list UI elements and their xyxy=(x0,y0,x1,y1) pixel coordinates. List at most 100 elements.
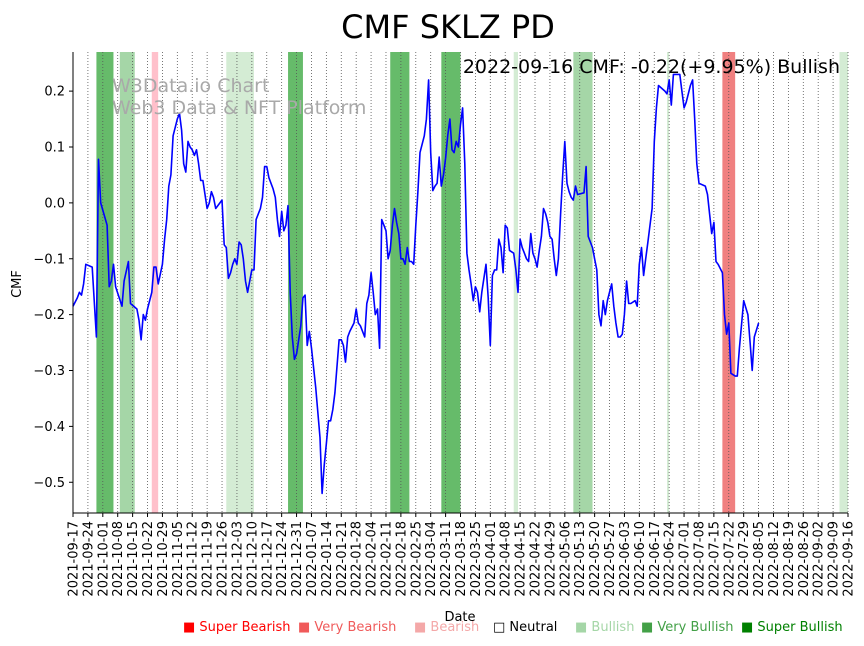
x-tick-label: 2022-09-16 xyxy=(842,521,857,597)
x-tick-label: 2022-04-08 xyxy=(499,521,514,597)
x-tick-label: 2022-05-27 xyxy=(603,521,618,597)
x-tick-label: 2022-04-01 xyxy=(484,521,499,597)
x-tick-label: 2022-07-22 xyxy=(722,521,737,597)
x-ticks: 2021-09-17 2021-09-24 2021-10-01 2021-10-08… xyxy=(67,513,857,597)
x-tick-label: 2021-09-17 xyxy=(67,521,82,597)
x-tick-label: 2021-12-17 xyxy=(260,521,275,597)
vertical-gridlines xyxy=(72,52,849,513)
band-1 xyxy=(119,52,135,513)
x-tick-label: 2022-04-15 xyxy=(514,521,529,597)
legend-item-bullish: ■ Bullish xyxy=(575,620,634,635)
x-tick-label: 2022-03-25 xyxy=(469,521,484,597)
watermark-line-1: W3Data.io Chart xyxy=(112,75,269,97)
x-tick-label: 2022-03-11 xyxy=(439,521,454,597)
x-tick-label: 2022-02-18 xyxy=(394,521,409,597)
x-tick-label: 2021-11-19 xyxy=(201,521,216,597)
legend-marker: ■ xyxy=(741,620,758,635)
y-tick-label: −0.5 xyxy=(33,476,65,491)
x-tick-label: 2022-09-02 xyxy=(812,521,827,597)
x-tick-label: 2021-11-26 xyxy=(216,521,231,597)
x-tick-label: 2022-02-25 xyxy=(409,521,424,597)
legend-item-very-bullish: ■ Very Bullish xyxy=(641,620,733,635)
band-0 xyxy=(96,52,114,513)
x-tick-label: 2022-08-12 xyxy=(767,521,782,597)
signal-bands xyxy=(96,52,848,513)
x-tick-label: 2022-04-22 xyxy=(529,521,544,597)
legend-label: Very Bearish xyxy=(314,620,397,635)
band-9 xyxy=(667,52,670,513)
x-tick-label: 2022-01-07 xyxy=(305,521,320,597)
x-tick-label: 2021-09-24 xyxy=(81,521,96,597)
legend-label: Super Bearish xyxy=(199,620,291,635)
band-11 xyxy=(839,52,848,513)
x-tick-label: 2021-10-01 xyxy=(96,521,111,597)
y-axis-label: CMF xyxy=(10,270,25,298)
y-tick-label: −0.2 xyxy=(33,308,65,323)
legend-item-very-bearish: ■ Very Bearish xyxy=(298,620,396,635)
x-tick-label: 2021-12-10 xyxy=(245,521,260,597)
y-tick-label: 0.1 xyxy=(44,140,65,155)
band-2 xyxy=(151,52,159,513)
y-tick-label: 0.2 xyxy=(44,85,65,100)
x-tick-label: 2022-01-14 xyxy=(320,521,335,597)
legend: ■ Super Bearish ■ Very Bearish ■ Bearish □ … xyxy=(0,620,864,640)
x-tick-label: 2022-04-29 xyxy=(543,521,558,597)
x-tick-label: 2022-03-18 xyxy=(454,521,469,597)
band-8 xyxy=(573,52,593,513)
band-5 xyxy=(390,52,410,513)
legend-label: Super Bullish xyxy=(757,620,843,635)
legend-marker: ■ xyxy=(641,620,658,635)
legend-item-super-bullish: ■ Super Bullish xyxy=(741,620,843,635)
x-tick-label: 2022-08-26 xyxy=(797,521,812,597)
x-tick-label: 2021-10-15 xyxy=(126,521,141,597)
band-7 xyxy=(513,52,518,513)
x-tick-label: 2022-05-06 xyxy=(558,521,573,597)
legend-marker: ■ xyxy=(298,620,315,635)
x-tick-label: 2022-02-11 xyxy=(379,521,394,597)
x-tick-label: 2022-01-28 xyxy=(350,521,365,597)
y-tick-label: 0.0 xyxy=(44,196,65,211)
x-tick-label: 2022-06-10 xyxy=(633,521,648,597)
x-tick-label: 2022-06-03 xyxy=(618,521,633,597)
x-tick-label: 2021-10-22 xyxy=(141,521,156,597)
x-tick-label: 2022-09-09 xyxy=(827,521,842,597)
legend-label: Bearish xyxy=(430,620,480,635)
series-line-cmf xyxy=(72,73,760,495)
legend-label: Bullish xyxy=(591,620,635,635)
x-tick-label: 2021-10-29 xyxy=(156,521,171,597)
band-4 xyxy=(288,52,303,513)
legend-item-super-bearish: ■ Super Bearish xyxy=(183,620,291,635)
band-6 xyxy=(441,52,461,513)
x-tick-label: 2021-12-03 xyxy=(230,521,245,597)
x-axis-label: Date xyxy=(444,610,475,625)
y-tick-label: −0.4 xyxy=(33,420,65,435)
legend-label: Very Bullish xyxy=(657,620,734,635)
x-tick-label: 2022-07-08 xyxy=(692,521,707,597)
x-tick-label: 2022-05-13 xyxy=(573,521,588,597)
x-tick-label: 2021-11-05 xyxy=(171,521,186,597)
x-tick-label: 2021-11-12 xyxy=(186,521,201,597)
x-tick-label: 2022-02-04 xyxy=(365,521,380,597)
legend-marker: ■ xyxy=(183,620,200,635)
x-tick-label: 2022-06-17 xyxy=(648,521,663,597)
legend-marker: ■ xyxy=(575,620,592,635)
x-tick-label: 2022-07-01 xyxy=(678,521,693,597)
x-tick-label: 2022-01-21 xyxy=(335,521,350,597)
band-10 xyxy=(722,52,736,513)
x-tick-label: 2021-10-08 xyxy=(111,521,126,597)
legend-marker: □ xyxy=(493,620,510,635)
x-tick-label: 2022-07-15 xyxy=(707,521,722,597)
legend-item-neutral: □ Neutral xyxy=(493,620,557,635)
y-tick-label: −0.1 xyxy=(33,252,65,267)
x-tick-label: 2022-05-20 xyxy=(588,521,603,597)
x-tick-label: 2022-03-04 xyxy=(424,521,439,597)
y-ticks: 0.2 0.1 0.0 −0.1 −0.2 −0.3 −0.4 −0.5 xyxy=(33,85,73,491)
legend-item-bearish: ■ Bearish xyxy=(414,620,479,635)
x-tick-label: 2022-08-05 xyxy=(752,521,767,597)
x-tick-label: 2021-12-24 xyxy=(275,521,290,597)
legend-label: Neutral xyxy=(509,620,558,635)
x-tick-label: 2022-07-29 xyxy=(737,521,752,597)
x-tick-label: 2021-12-31 xyxy=(290,521,305,597)
x-tick-label: 2022-08-19 xyxy=(782,521,797,597)
